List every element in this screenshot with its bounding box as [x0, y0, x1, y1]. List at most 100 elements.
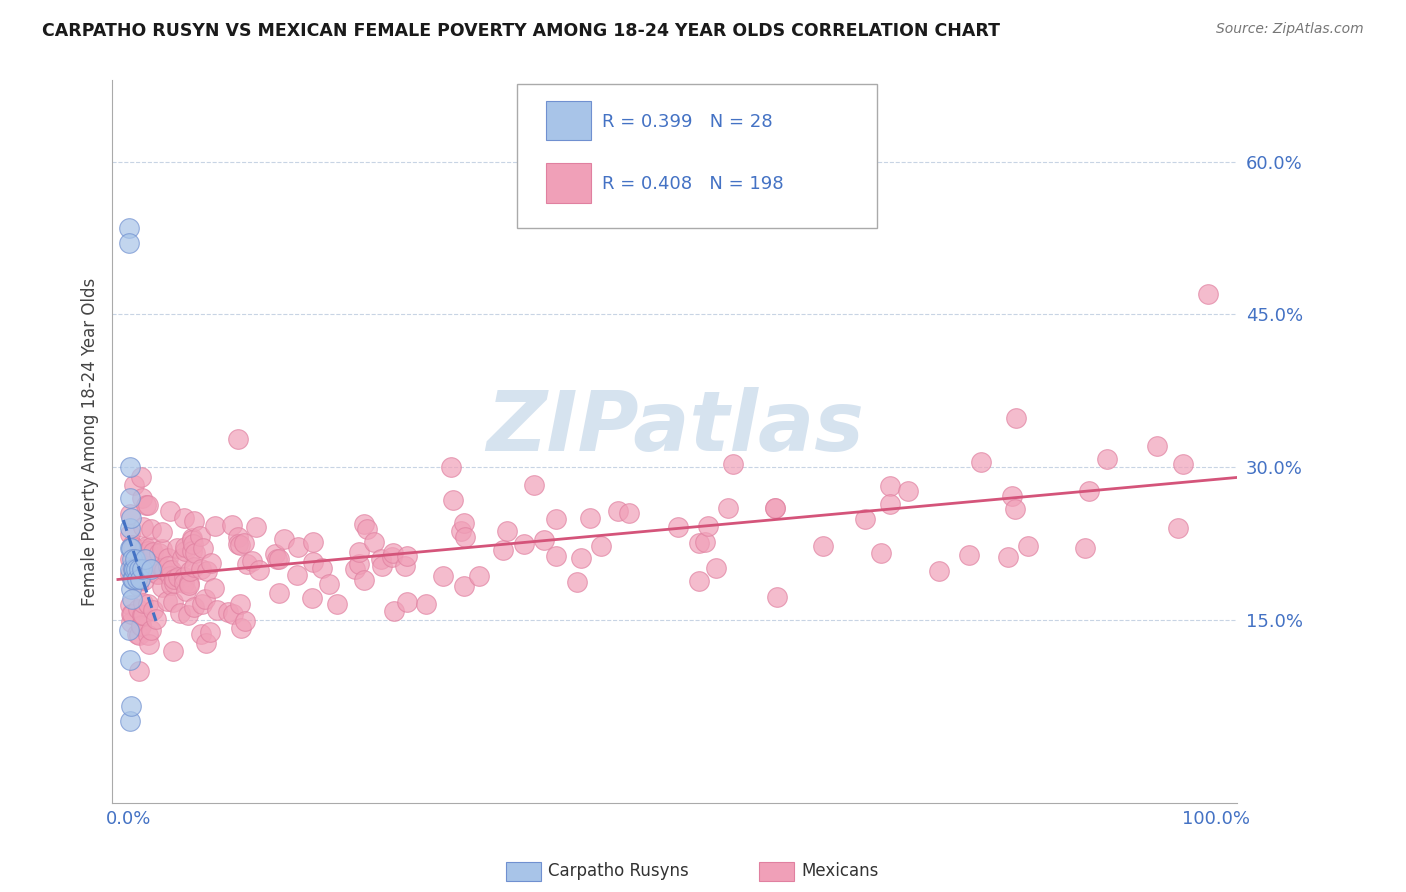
Point: [183, 514, 205, 528]
Point: [124, 551, 146, 566]
Point: [349, 545, 371, 559]
Point: [120, 508, 142, 522]
Point: [311, 560, 333, 574]
Point: [120, 511, 142, 525]
Point: [118, 220, 141, 235]
Text: ZIPatlas: ZIPatlas: [486, 386, 863, 467]
Point: [263, 548, 285, 562]
FancyBboxPatch shape: [517, 84, 877, 228]
Point: [131, 470, 153, 484]
Point: [688, 536, 710, 550]
Point: [453, 579, 475, 593]
Point: [204, 519, 226, 533]
Point: [236, 557, 259, 571]
Point: [120, 566, 142, 581]
Point: [567, 574, 589, 589]
Point: [195, 636, 218, 650]
Point: [1146, 439, 1168, 453]
Point: [533, 533, 555, 547]
Point: [579, 510, 602, 524]
Point: [853, 512, 876, 526]
Point: [120, 541, 142, 556]
Point: [589, 539, 612, 553]
Point: [1017, 539, 1039, 553]
Point: [118, 598, 141, 612]
Point: [200, 556, 222, 570]
Point: [120, 615, 142, 629]
Point: [1074, 541, 1097, 555]
Point: [496, 524, 519, 539]
Point: [136, 597, 159, 611]
FancyBboxPatch shape: [546, 101, 591, 140]
Point: [190, 626, 212, 640]
Point: [356, 523, 378, 537]
Point: [129, 617, 152, 632]
Point: [190, 562, 212, 576]
Point: [121, 607, 143, 622]
Point: [174, 540, 197, 554]
Point: [441, 492, 464, 507]
Point: [343, 562, 366, 576]
Point: [162, 595, 184, 609]
Point: [139, 522, 162, 536]
Point: [139, 556, 162, 570]
Point: [242, 554, 264, 568]
Point: [136, 498, 159, 512]
Point: [166, 570, 188, 584]
Point: [198, 625, 221, 640]
Point: [247, 563, 270, 577]
Point: [191, 597, 214, 611]
Point: [125, 626, 148, 640]
Point: [183, 546, 205, 560]
Point: [569, 551, 592, 566]
Point: [370, 551, 392, 566]
Point: [453, 516, 475, 531]
Point: [136, 547, 159, 561]
FancyBboxPatch shape: [546, 163, 591, 203]
Point: [132, 542, 155, 557]
Point: [156, 550, 179, 565]
Point: [666, 520, 689, 534]
Point: [763, 500, 786, 515]
Point: [997, 549, 1019, 564]
Point: [468, 569, 491, 583]
Point: [704, 560, 727, 574]
Point: [173, 575, 195, 590]
Point: [118, 526, 141, 541]
Point: [194, 592, 217, 607]
Point: [139, 540, 162, 554]
Point: [134, 551, 156, 566]
Point: [118, 714, 141, 729]
Point: [120, 541, 142, 556]
Point: [1171, 457, 1194, 471]
Point: [395, 595, 418, 609]
Point: [301, 591, 323, 605]
Point: [122, 562, 145, 576]
Point: [162, 576, 184, 591]
Point: [232, 536, 254, 550]
Point: [118, 653, 141, 667]
Point: [202, 581, 225, 595]
Text: R = 0.408   N = 198: R = 0.408 N = 198: [602, 175, 783, 193]
Point: [173, 511, 195, 525]
Point: [146, 566, 169, 581]
Point: [136, 628, 159, 642]
Point: [142, 602, 165, 616]
Point: [132, 520, 155, 534]
Point: [142, 544, 165, 558]
Point: [139, 562, 162, 576]
Point: [1197, 287, 1219, 301]
Point: [1078, 484, 1101, 499]
Point: [148, 546, 170, 560]
Point: [135, 498, 157, 512]
Point: [191, 541, 214, 555]
Point: [121, 592, 143, 607]
Point: [135, 556, 157, 570]
Point: [697, 519, 720, 533]
Point: [160, 578, 183, 592]
Point: [131, 562, 153, 576]
Point: [415, 597, 437, 611]
Point: [125, 562, 148, 576]
Point: [1001, 489, 1024, 503]
Point: [693, 534, 716, 549]
